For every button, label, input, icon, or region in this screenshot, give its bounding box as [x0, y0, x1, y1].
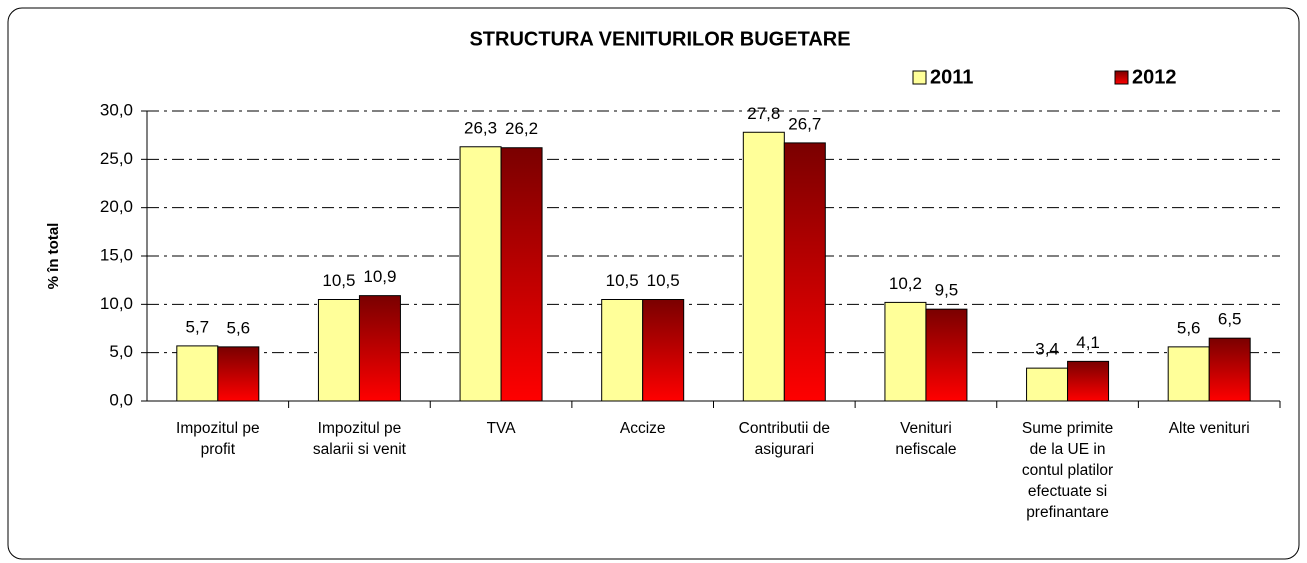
- value-label: 10,9: [363, 267, 396, 286]
- bar: [317, 299, 360, 402]
- value-label: 10,5: [322, 271, 355, 290]
- value-label: 6,5: [1218, 310, 1242, 329]
- y-tick-label: 0,0: [109, 390, 133, 409]
- value-label: 5,7: [185, 317, 209, 336]
- bar: [601, 299, 644, 402]
- value-label: 10,5: [606, 271, 639, 290]
- bar: [925, 308, 968, 402]
- bar: [1208, 337, 1251, 402]
- y-tick-label: 5,0: [109, 342, 133, 361]
- bar: [1067, 360, 1110, 402]
- x-tick-label: Venituri nefiscale: [895, 420, 957, 458]
- y-tick-label: 25,0: [100, 149, 133, 168]
- value-label: 10,2: [889, 274, 922, 293]
- bar: [642, 299, 685, 402]
- x-tick-label: Alte venituri: [1168, 420, 1250, 437]
- x-tick-label: Contributii de asigurari: [738, 420, 830, 458]
- value-label: 26,7: [788, 114, 821, 133]
- bar: [1167, 346, 1210, 402]
- legend-swatch: [1114, 70, 1129, 85]
- value-label: 4,1: [1076, 333, 1100, 352]
- value-label: 26,2: [505, 119, 538, 138]
- value-label: 26,3: [464, 118, 497, 137]
- chart-title: STRUCTURA VENITURILOR BUGETARE: [469, 28, 850, 50]
- x-tick-label: Impozitul pe profit: [176, 420, 260, 458]
- bar: [1026, 367, 1069, 402]
- value-label: 3,4: [1035, 340, 1059, 359]
- bar: [217, 346, 260, 402]
- value-label: 10,5: [647, 271, 680, 290]
- x-tick-label: Sume primite de la UE in contul platilor…: [1021, 420, 1114, 521]
- x-tick-label: TVA: [486, 420, 516, 437]
- value-label: 5,6: [1177, 318, 1201, 337]
- x-tick-label: Accize: [619, 420, 666, 437]
- bar: [500, 147, 543, 402]
- chart-border: [7, 7, 1300, 560]
- y-tick-label: 30,0: [100, 100, 133, 119]
- value-label: 27,8: [747, 104, 780, 123]
- bar: [358, 295, 401, 402]
- y-axis-label: % în total: [45, 223, 62, 290]
- y-tick-label: 15,0: [100, 245, 133, 264]
- bar: [459, 146, 502, 402]
- bar: [783, 142, 826, 402]
- x-tick-label: Impozitul pe salarii si venit: [312, 420, 406, 458]
- bar: [742, 131, 785, 402]
- bar: [176, 345, 219, 402]
- value-label: 5,6: [226, 318, 250, 337]
- y-tick-label: 10,0: [100, 294, 133, 313]
- value-label: 9,5: [935, 281, 959, 300]
- legend-label: 2011: [930, 66, 973, 88]
- legend-swatch: [912, 70, 927, 85]
- y-tick-label: 20,0: [100, 197, 133, 216]
- bar: [884, 301, 927, 402]
- legend-label: 2012: [1132, 66, 1177, 88]
